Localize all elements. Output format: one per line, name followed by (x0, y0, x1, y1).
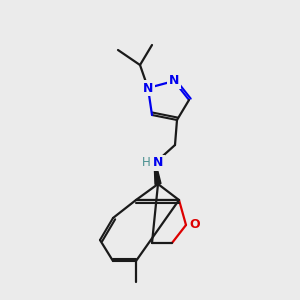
Text: N: N (143, 82, 153, 94)
Text: N: N (153, 157, 163, 169)
Text: N: N (169, 74, 179, 88)
Polygon shape (154, 163, 161, 184)
Text: O: O (190, 218, 200, 232)
Text: H: H (142, 157, 150, 169)
